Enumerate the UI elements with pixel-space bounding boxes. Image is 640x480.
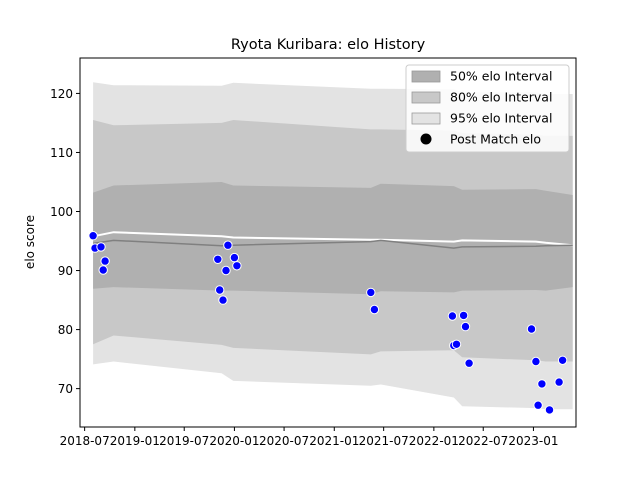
legend-swatch [411,112,441,125]
y-axis-label: elo score [23,215,37,269]
post-match-point [451,339,462,349]
median-elo-line [92,239,573,249]
post-match-point [366,287,376,298]
x-axis-ticks: 2018-07 2019-01 2019-07 2020-01 2020-07 2021-… [60,427,559,448]
post-match-point [460,321,471,332]
x-tick-label: 2021-01 [309,434,359,448]
post-match-point [218,295,228,305]
x-tick-label: 2023-01 [508,434,558,448]
post-match-point [554,377,564,387]
post-match-point [464,358,474,368]
chart-title: Ryota Kuribara: elo History [231,37,426,53]
x-tick-label: 2022-01 [409,434,459,448]
x-tick-label: 2020-01 [209,434,259,448]
legend-label: Post Match elo [450,132,541,147]
post-match-point [100,256,110,266]
legend-box [405,64,570,153]
post-match-point [98,265,108,275]
post-match-point [223,240,233,250]
post-match-point [232,261,242,271]
plot-frame [79,57,577,428]
post-match-point [526,324,537,334]
y-tick-label: 120 [50,87,73,101]
x-tick-label: 2018-07 [60,434,110,448]
post-match-point [96,242,106,252]
post-match-point [229,252,240,263]
y-tick-label: 90 [58,264,73,278]
legend-label: 95% elo Interval [450,111,552,126]
post-match-point [369,304,380,315]
x-tick-label: 2019-07 [159,434,209,448]
x-tick-label: 2021-07 [359,434,409,448]
post-match-point [544,405,555,415]
x-tick-label: 2019-01 [110,434,160,448]
post-match-point [537,379,547,389]
band-50-percent [93,182,573,295]
legend-swatch [411,91,441,104]
post-match-point [557,355,568,365]
post-match-point [215,285,225,295]
post-match-point [531,356,541,367]
post-match-points [88,231,568,415]
legend-label: 50% elo Interval [450,69,552,84]
x-tick-label: 2022-07 [458,434,508,448]
y-tick-label: 70 [58,382,73,396]
x-tick-label: 2020-07 [259,434,309,448]
post-match-point [221,265,231,276]
legend-label: 80% elo Interval [450,90,552,105]
post-match-point [458,310,469,321]
y-axis-ticks: 70 80 90 100 110 120 [50,87,80,396]
legend: 50% elo Interval 80% elo Interval 95% elo … [405,64,570,153]
post-match-point [533,400,543,410]
elo-lines [92,231,573,249]
post-match-point [213,254,223,264]
post-match-point [88,231,98,241]
legend-swatch [411,70,441,83]
legend-marker [420,133,432,145]
post-match-point [447,311,458,321]
y-tick-label: 110 [50,146,73,160]
y-tick-label: 80 [58,323,73,337]
y-tick-label: 100 [50,205,73,219]
confidence-bands [93,82,573,410]
